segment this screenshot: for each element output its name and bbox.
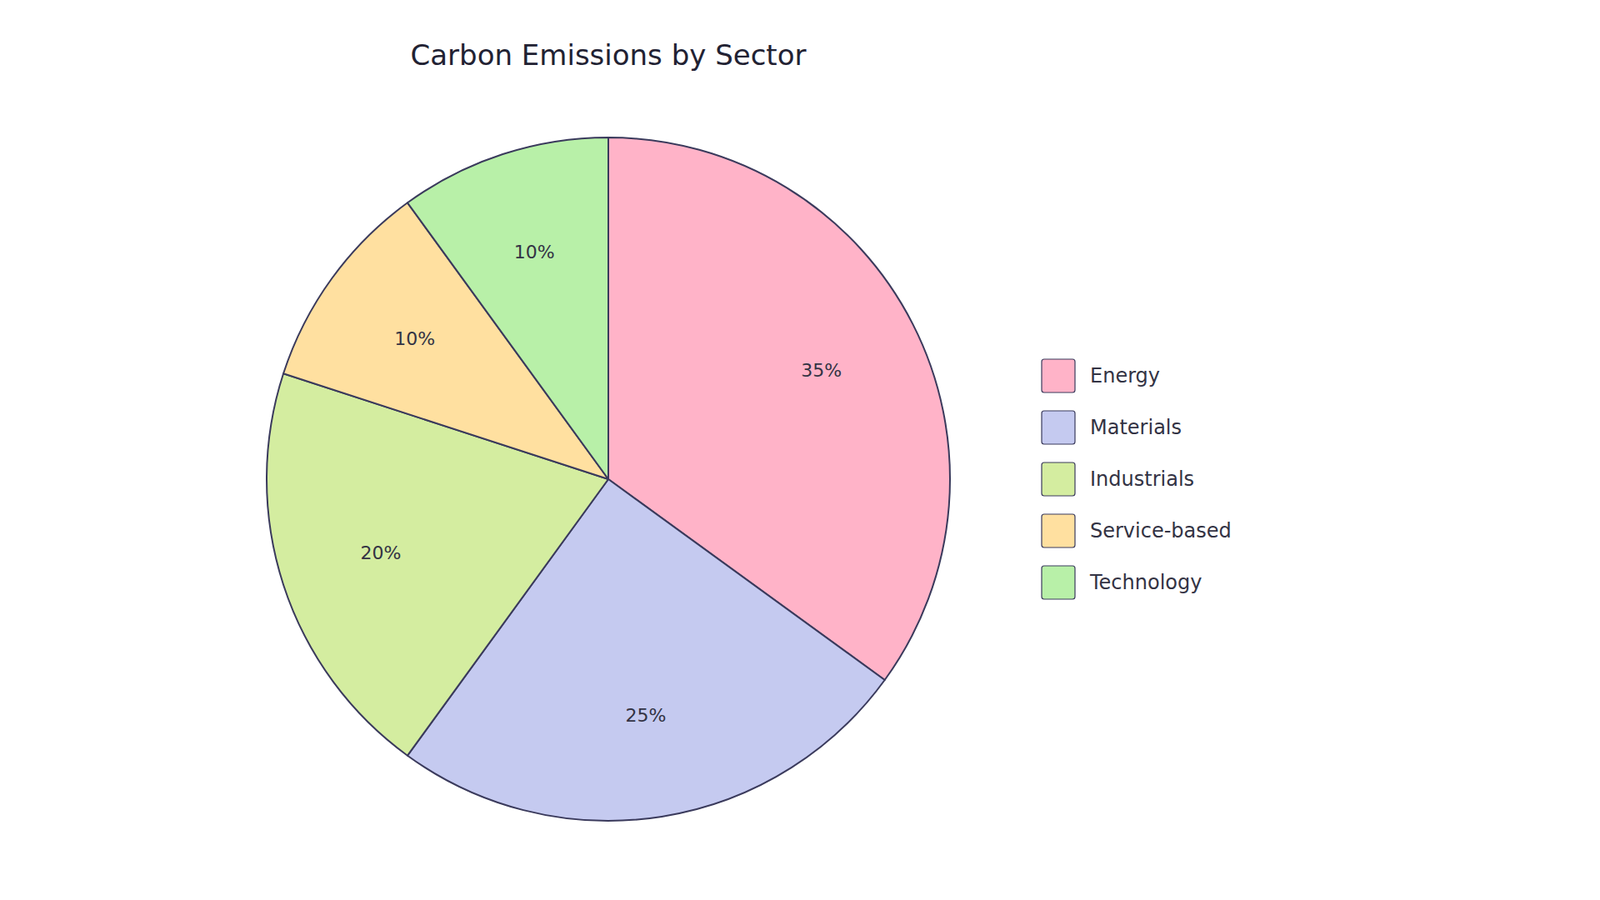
chart-container: Carbon Emissions by Sector 35% 25% 20% 10% 10… [0, 0, 1600, 900]
chart-svg: Carbon Emissions by Sector 35% 25% 20% 10% 10… [0, 0, 1600, 900]
legend-swatch [1041, 462, 1075, 496]
pie-slice [407, 137, 609, 480]
data-label: 35% [800, 360, 842, 381]
data-labels: 35% 25% 20% 10% 10% [360, 241, 843, 726]
legend-swatch [1041, 565, 1075, 600]
data-label: 20% [360, 542, 402, 564]
slices [266, 137, 950, 821]
title: Carbon Emissions by Sector [410, 38, 807, 72]
data-label: 10% [394, 328, 435, 350]
legend: Energy Materials Industrials Service-based T… [1041, 359, 1232, 600]
legend-swatch [1041, 514, 1075, 548]
legend-swatch [1041, 410, 1075, 445]
legend-label: Industrials [1090, 467, 1195, 491]
legend-label: Technology [1089, 570, 1202, 595]
legend-label: Energy [1090, 364, 1160, 388]
legend-swatch [1041, 359, 1075, 393]
data-label: 25% [625, 705, 666, 726]
legend-label: Service-based [1090, 519, 1232, 543]
background [0, 0, 1600, 900]
legend-label: Materials [1090, 415, 1182, 440]
data-label: 10% [514, 241, 555, 263]
